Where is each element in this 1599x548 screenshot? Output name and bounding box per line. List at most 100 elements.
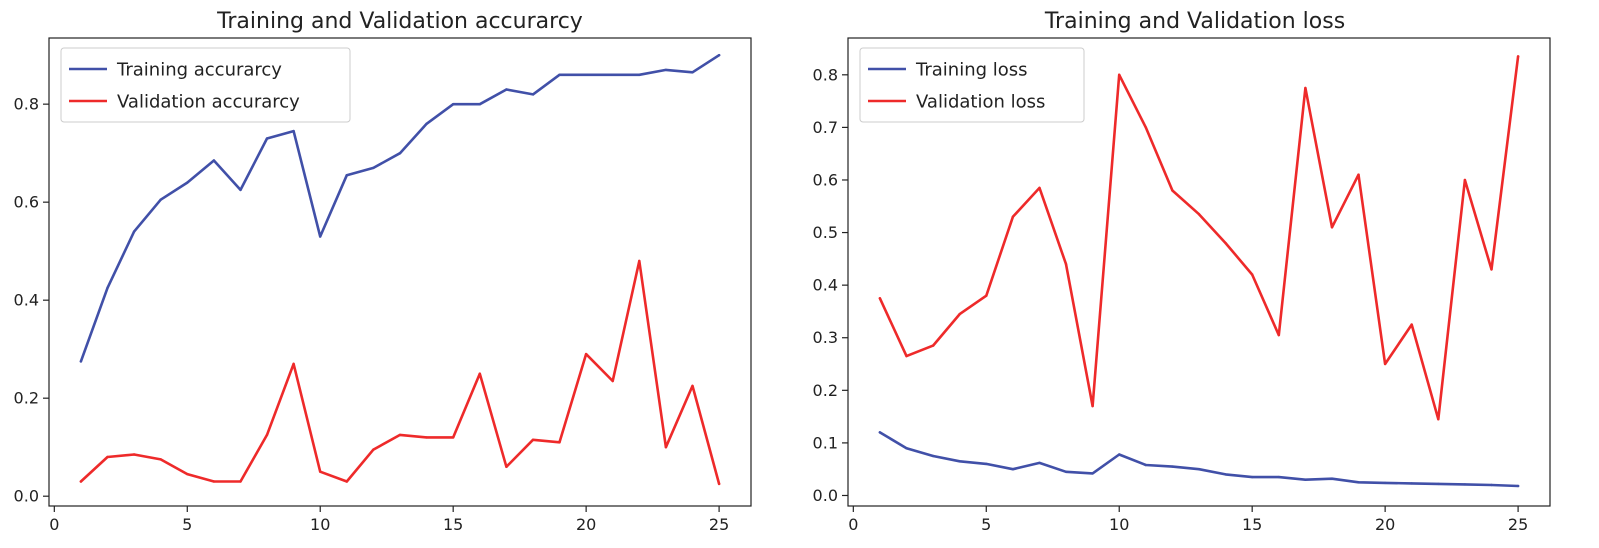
y-tick-label: 0.0 [14,487,39,506]
chart-title: Training and Validation accurarcy [216,9,583,34]
data-point [1410,323,1413,326]
data-point [345,480,348,483]
data-point [558,73,561,77]
data-point [958,312,961,316]
data-point [372,448,375,451]
data-point [1383,481,1387,485]
data-point [79,480,83,483]
data-point [584,73,588,77]
data-point [292,362,295,366]
data-point [372,166,375,170]
data-point [159,458,162,461]
y-tick-label: 0.0 [813,486,838,505]
data-point [505,465,508,468]
data-point [691,384,694,388]
legend: Training accurarcy Validation accurarcy [60,47,351,123]
x-tick-label: 5 [981,515,991,534]
data-point [664,446,668,449]
data-point [905,354,908,358]
data-point [1171,465,1174,468]
data-point [1064,262,1068,266]
data-point [1490,268,1493,271]
series-layer [79,53,721,486]
data-point [1224,473,1227,476]
data-point [1197,468,1201,471]
data-point [1330,226,1334,229]
data-point [717,482,721,486]
data-point [531,438,535,441]
data-point [1011,468,1015,471]
legend-frame [60,47,351,123]
data-point [452,103,455,106]
legend-label: Validation loss [916,92,1045,113]
data-point [931,344,935,347]
data-point [611,73,614,77]
chart-title: Training and Validation loss [1044,9,1345,34]
plot-area [48,37,752,507]
data-point [1277,475,1281,479]
data-point [584,352,588,356]
data-point [1171,189,1174,192]
x-tick-label: 20 [1375,515,1395,534]
x-tick-label: 0 [848,515,858,534]
data-point [1118,73,1121,77]
data-point [398,152,402,155]
data-point [1437,418,1440,421]
data-point [106,286,109,290]
data-point [1064,470,1068,473]
data-point [1197,213,1201,216]
loss-chart: Training and Validation loss 0.00.10.20.… [813,9,1551,534]
x-tick-label: 25 [1508,515,1528,534]
data-point [1330,477,1334,480]
legend: Training loss Validation loss [859,47,1085,123]
data-point [1038,186,1041,190]
data-point [1463,178,1467,182]
plot-area [847,37,1551,507]
data-point [905,447,908,450]
data-point [878,431,882,434]
x-tick-label: 0 [49,515,59,534]
data-point [452,436,455,439]
y-tick-label: 0.2 [14,389,39,408]
data-point [1357,481,1360,484]
series-layer [878,55,1520,488]
x-tick-label: 5 [182,515,192,534]
data-point [1091,472,1094,475]
data-point [132,230,136,233]
data-point [1224,241,1227,245]
y-tick-label: 0.5 [813,223,838,242]
data-point [239,188,242,192]
x-axis: 0 5 10 15 20 25 [848,506,1528,534]
data-point [106,455,109,459]
data-point [1437,482,1440,486]
x-axis: 0 5 10 15 20 25 [49,506,729,534]
data-point [985,462,988,466]
data-point [717,54,721,57]
data-point [611,379,614,383]
legend-label: Validation accurarcy [117,92,300,113]
data-point [505,88,508,91]
x-tick-label: 20 [576,515,596,534]
data-point [664,68,668,72]
x-tick-label: 10 [1109,515,1129,534]
data-point [265,137,269,140]
data-point [319,470,322,473]
y-tick-label: 0.1 [813,433,838,452]
data-point [132,453,136,456]
data-point [931,454,935,458]
data-point [398,433,402,437]
data-point [558,441,561,444]
data-point [638,259,641,263]
data-point [1091,404,1094,408]
x-tick-label: 15 [1242,515,1262,534]
data-point [425,122,428,126]
data-point [478,372,481,375]
y-tick-label: 0.6 [14,193,39,212]
data-point [1304,478,1307,481]
legend-label: Training accurarcy [116,60,282,81]
y-tick-label: 0.6 [813,170,838,189]
data-point [1251,273,1254,276]
y-axis: 0.0 0.1 0.2 0.3 0.4 0.5 0.6 0.7 0.8 [813,65,848,505]
data-point [1516,484,1520,488]
